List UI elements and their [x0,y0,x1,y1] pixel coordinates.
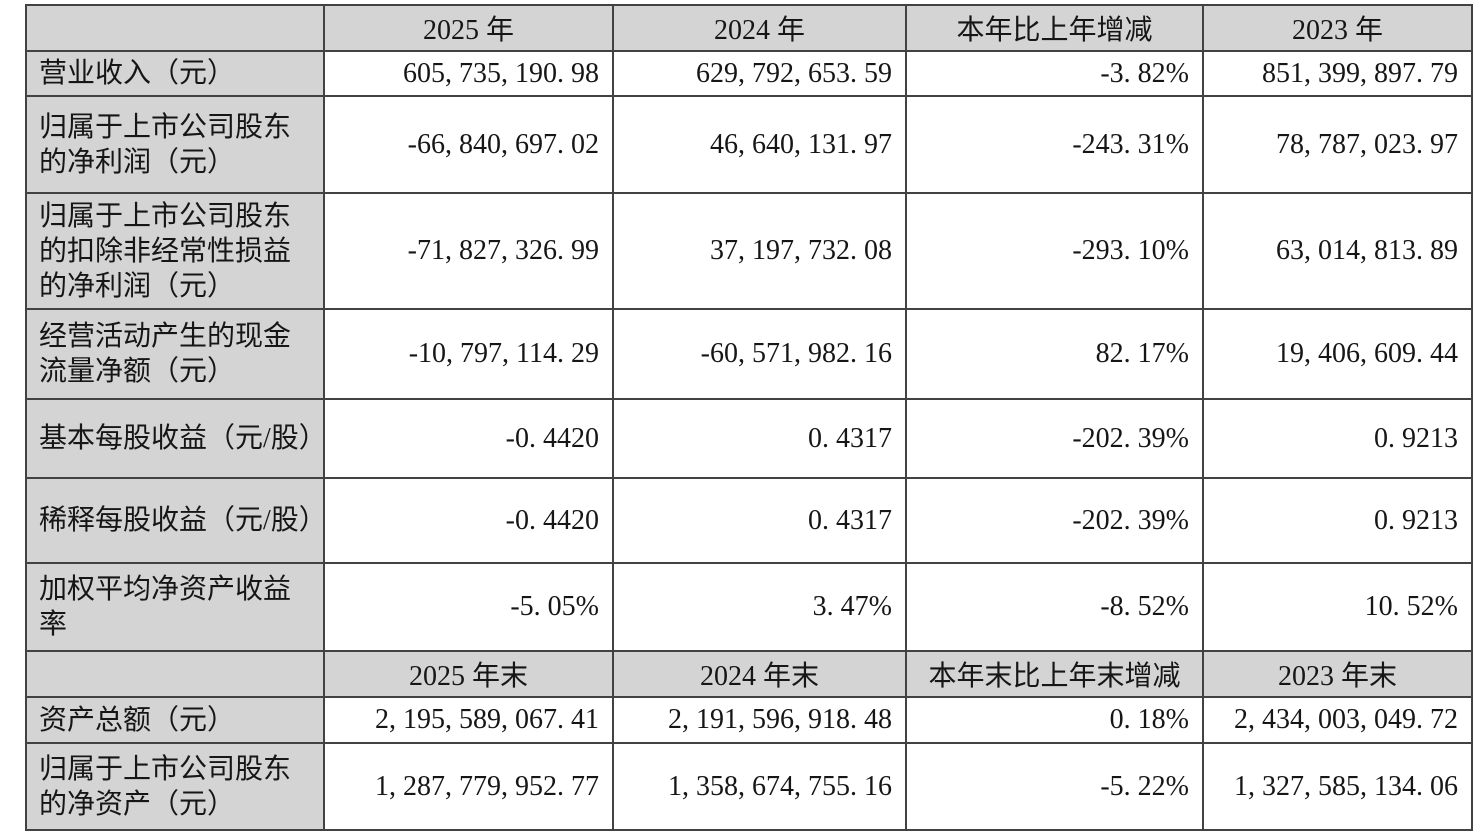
cell-2024: 37, 197, 732. 08 [612,192,907,310]
cell-2025: -10, 797, 114. 29 [323,308,614,400]
cell-2025-end: 1, 287, 779, 952. 77 [323,742,614,831]
cell-2023-end: 2, 434, 003, 049. 72 [1202,696,1473,744]
table-row-diluted-eps: 稀释每股收益（元/股） -0. 4420 0. 4317 -202. 39% 0… [25,477,1473,564]
cell-2023: 10. 52% [1202,562,1473,652]
cell-yoy-change: 82. 17% [905,308,1204,400]
cell-2025-end: 2, 195, 589, 067. 41 [323,696,614,744]
col-header-2025-end: 2025 年末 [323,650,614,698]
table-header-row-year-end: 2025 年末 2024 年末 本年末比上年末增减 2023 年末 [25,650,1473,698]
row-label: 加权平均净资产收益率 [25,562,325,652]
financial-summary: 2025 年 2024 年 本年比上年增减 2023 年 营业收入（元） 605… [25,4,1473,831]
cell-2023: 78, 787, 023. 97 [1202,95,1473,194]
table-row-deducted-net-profit: 归属于上市公司股东的扣除非经常性损益的净利润（元） -71, 827, 326.… [25,192,1473,310]
cell-2024: 0. 4317 [612,477,907,564]
cell-2024: -60, 571, 982. 16 [612,308,907,400]
row-label: 资产总额（元） [25,696,325,744]
row-label: 归属于上市公司股东的净资产（元） [25,742,325,831]
cell-2024: 629, 792, 653. 59 [612,50,907,97]
table-row-weighted-avg-roe: 加权平均净资产收益率 -5. 05% 3. 47% -8. 52% 10. 52… [25,562,1473,652]
cell-yoy-change: -3. 82% [905,50,1204,97]
cell-2023-end: 1, 327, 585, 134. 06 [1202,742,1473,831]
row-label: 归属于上市公司股东的扣除非经常性损益的净利润（元） [25,192,325,310]
table-row-net-profit: 归属于上市公司股东的净利润（元） -66, 840, 697. 02 46, 6… [25,95,1473,194]
cell-yoy-change: -8. 52% [905,562,1204,652]
cell-yoy-change: -202. 39% [905,477,1204,564]
cell-2024: 3. 47% [612,562,907,652]
cell-2024-end: 2, 191, 596, 918. 48 [612,696,907,744]
cell-2025: -71, 827, 326. 99 [323,192,614,310]
table-row-net-assets: 归属于上市公司股东的净资产（元） 1, 287, 779, 952. 77 1,… [25,742,1473,831]
cell-2023: 63, 014, 813. 89 [1202,192,1473,310]
corner-cell [25,650,325,698]
table-row-total-assets: 资产总额（元） 2, 195, 589, 067. 41 2, 191, 596… [25,696,1473,744]
cell-2025: -0. 4420 [323,477,614,564]
col-header-2025: 2025 年 [323,4,614,52]
corner-cell [25,4,325,52]
cell-yoy-change: -293. 10% [905,192,1204,310]
cell-2023: 0. 9213 [1202,477,1473,564]
row-label: 经营活动产生的现金流量净额（元） [25,308,325,400]
col-header-2024: 2024 年 [612,4,907,52]
cell-year-end-change: 0. 18% [905,696,1204,744]
table-header-row-annual: 2025 年 2024 年 本年比上年增减 2023 年 [25,4,1473,52]
cell-year-end-change: -5. 22% [905,742,1204,831]
table-row-operating-cash-flow: 经营活动产生的现金流量净额（元） -10, 797, 114. 29 -60, … [25,308,1473,400]
cell-yoy-change: -243. 31% [905,95,1204,194]
cell-yoy-change: -202. 39% [905,398,1204,479]
row-label: 归属于上市公司股东的净利润（元） [25,95,325,194]
col-header-2023-end: 2023 年末 [1202,650,1473,698]
cell-2024: 0. 4317 [612,398,907,479]
row-label: 稀释每股收益（元/股） [25,477,325,564]
cell-2024: 46, 640, 131. 97 [612,95,907,194]
cell-2025: 605, 735, 190. 98 [323,50,614,97]
table-row-revenue: 营业收入（元） 605, 735, 190. 98 629, 792, 653.… [25,50,1473,97]
table-row-basic-eps: 基本每股收益（元/股） -0. 4420 0. 4317 -202. 39% 0… [25,398,1473,479]
cell-2025: -0. 4420 [323,398,614,479]
col-header-2024-end: 2024 年末 [612,650,907,698]
cell-2025: -66, 840, 697. 02 [323,95,614,194]
cell-2023: 0. 9213 [1202,398,1473,479]
cell-2025: -5. 05% [323,562,614,652]
cell-2024-end: 1, 358, 674, 755. 16 [612,742,907,831]
col-header-2023: 2023 年 [1202,4,1473,52]
col-header-yoy-change: 本年比上年增减 [905,4,1204,52]
row-label: 基本每股收益（元/股） [25,398,325,479]
cell-2023: 19, 406, 609. 44 [1202,308,1473,400]
col-header-year-end-change: 本年末比上年末增减 [905,650,1204,698]
row-label: 营业收入（元） [25,50,325,97]
cell-2023: 851, 399, 897. 79 [1202,50,1473,97]
financial-summary-table: 2025 年 2024 年 本年比上年增减 2023 年 营业收入（元） 605… [25,4,1473,831]
